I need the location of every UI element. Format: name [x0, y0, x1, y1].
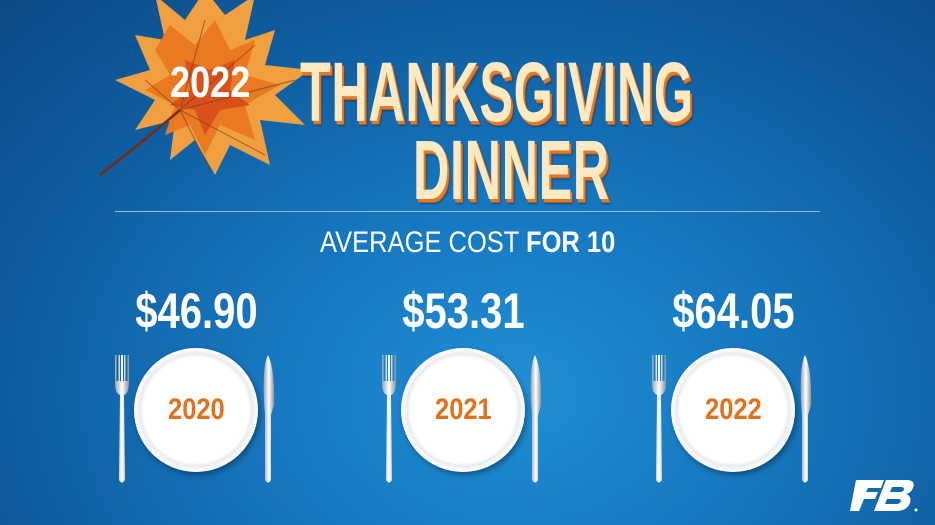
year-label: 2022: [170, 58, 251, 107]
subtitle-bold: FOR 10: [525, 226, 616, 259]
farm-bureau-logo: [850, 480, 918, 512]
plate-icon: 2020: [134, 348, 258, 472]
subtitle-regular: AVERAGE COST: [319, 226, 526, 259]
title-line-2: DINNER: [413, 123, 610, 217]
fork-icon: [382, 355, 396, 483]
plate-icon: 2022: [671, 348, 795, 472]
price-value: $64.05: [671, 283, 795, 339]
price-value: $46.90: [134, 283, 258, 339]
plate-year: 2020: [167, 393, 225, 426]
plate-year: 2022: [704, 393, 762, 426]
title-line-1: THANKSGIVING: [300, 45, 694, 139]
divider: [115, 211, 820, 212]
knife-icon: [800, 355, 812, 483]
knife-icon: [530, 355, 542, 483]
knife-icon: [263, 355, 275, 483]
price-value: $53.31: [401, 283, 525, 339]
maple-leaf-icon: [99, 0, 310, 176]
fork-icon: [652, 355, 666, 483]
fork-icon: [115, 355, 129, 483]
subtitle: AVERAGE COST FOR 10: [0, 226, 935, 260]
plate-icon: 2021: [401, 348, 525, 472]
plate-year: 2021: [434, 393, 492, 426]
